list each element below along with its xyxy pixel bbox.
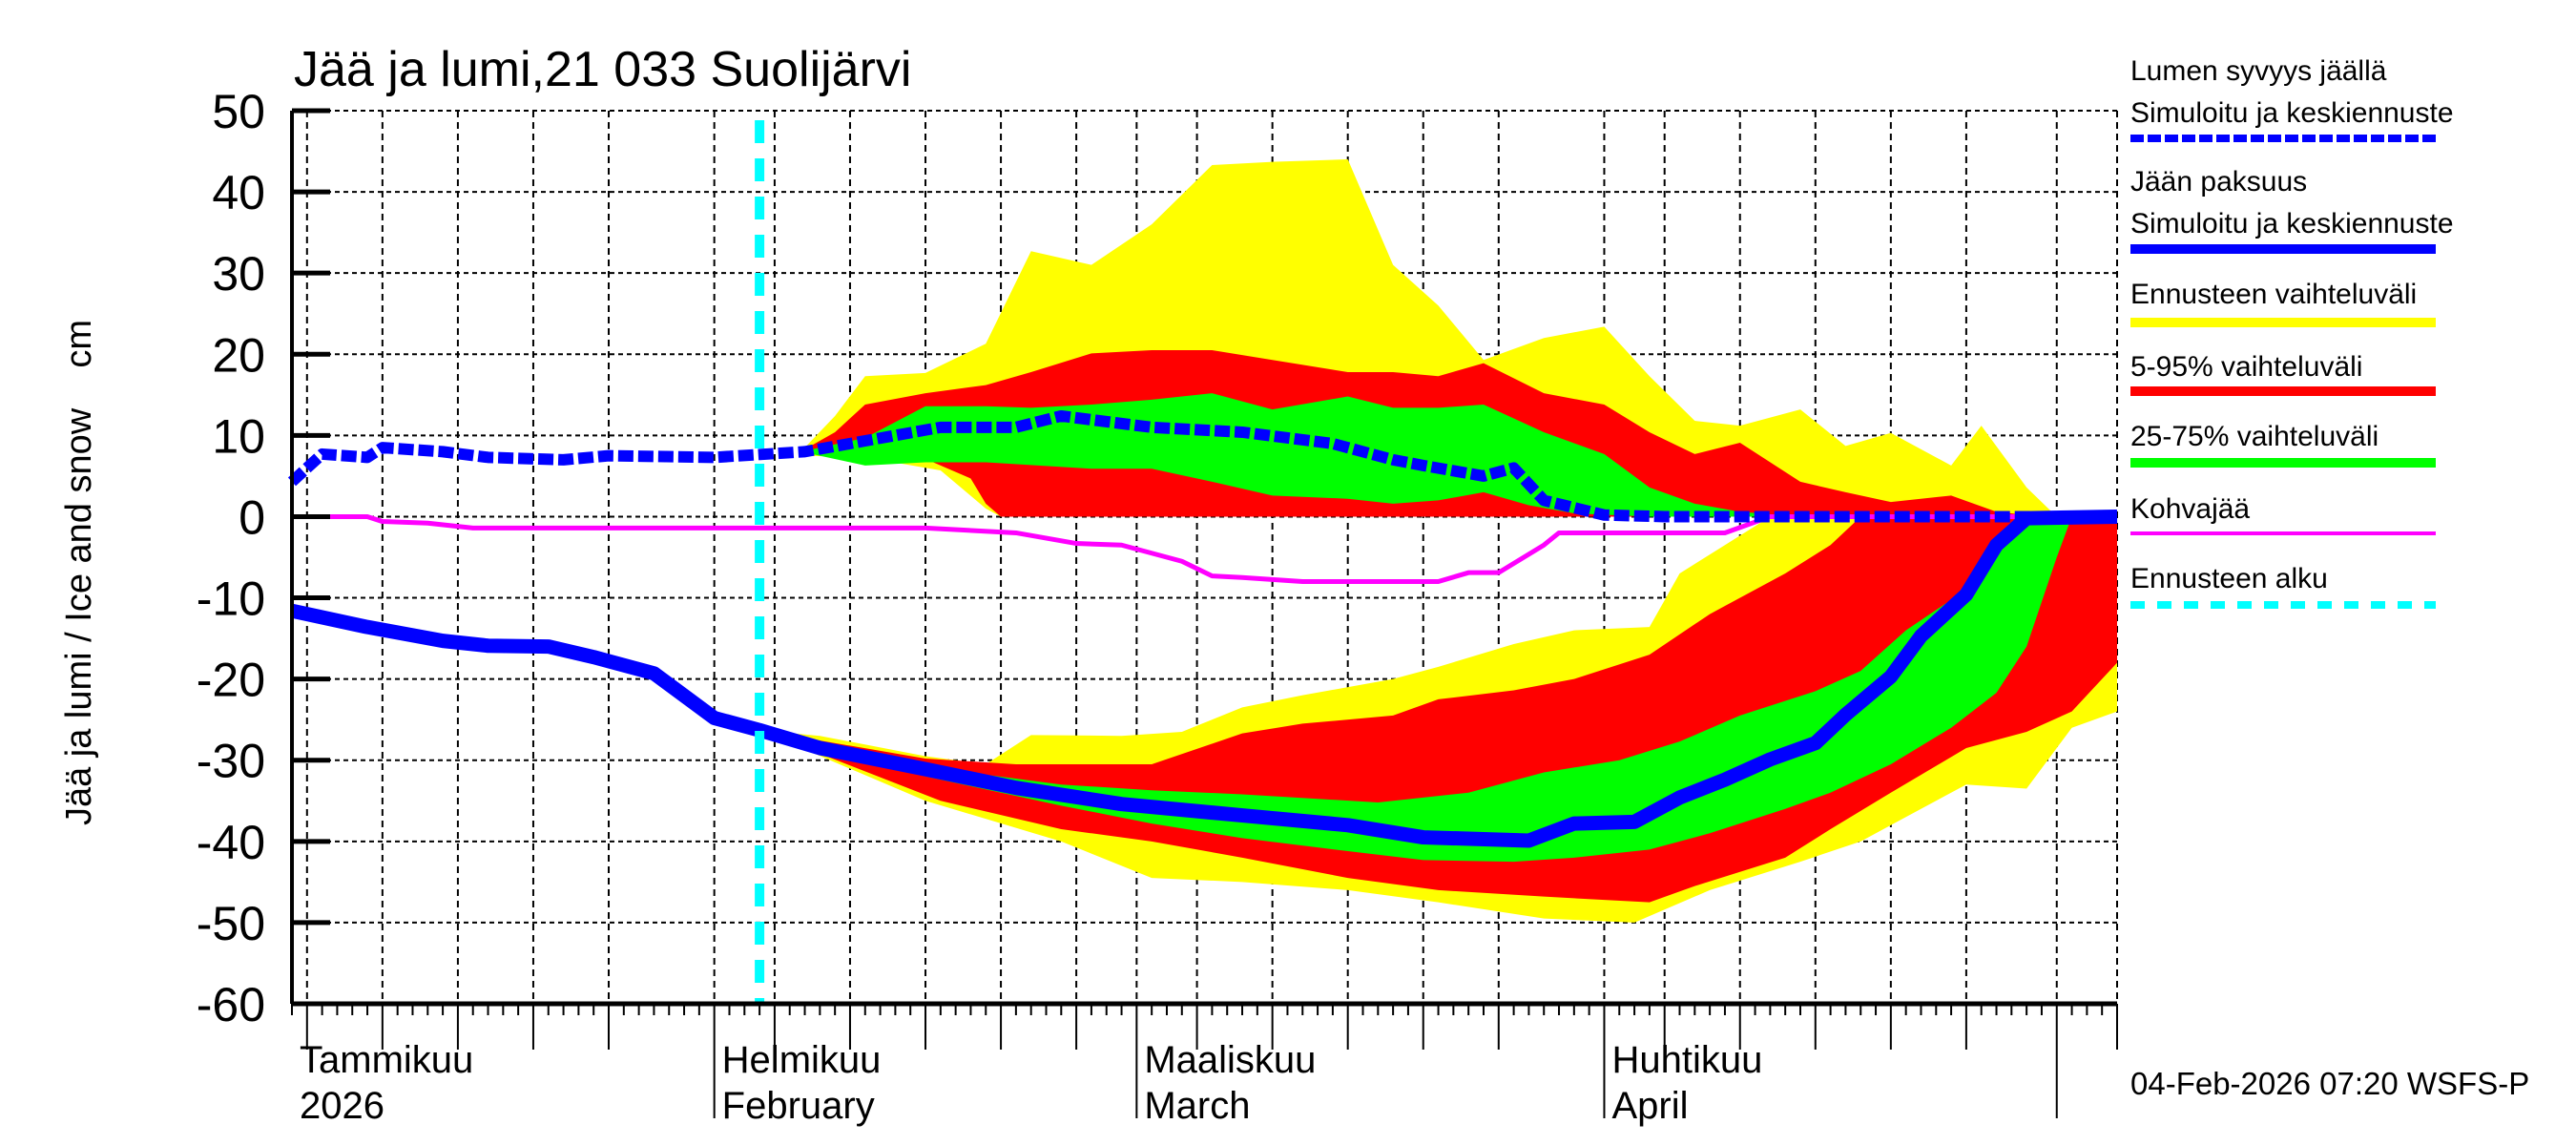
y-tick-label: -60 <box>197 978 265 1031</box>
legend-label-sub: Simuloitu ja keskiennuste <box>2130 208 2454 239</box>
month-label-fi: Tammikuu <box>300 1039 473 1081</box>
timestamp: 04-Feb-2026 07:20 WSFS-P <box>2130 1066 2529 1101</box>
y-tick-label: 10 <box>212 409 265 463</box>
month-label-fi: Maaliskuu <box>1144 1039 1316 1081</box>
legend-label: 25-75% vaihteluväli <box>2130 421 2379 452</box>
series-lines <box>287 120 2118 1004</box>
legend-label-sub: Simuloitu ja keskiennuste <box>2130 97 2454 129</box>
axes: 50 40 30 20 10 0 -10 -20 -30 -40 -50 -60 Tammikuu202… <box>197 85 2118 1127</box>
y-tick-label: -30 <box>197 735 265 788</box>
y-tick-label: -20 <box>197 654 265 707</box>
legend-label: Jään paksuus <box>2130 166 2307 198</box>
series-j-n-paksuus <box>290 509 2118 848</box>
y-tick-label: -10 <box>197 572 265 626</box>
band-snow-2 <box>804 393 2118 517</box>
y-tick-label: 20 <box>212 328 265 382</box>
legend: Lumen syvyys jäällä Simuloitu ja keskienn… <box>2130 55 2454 609</box>
month-label-fi: Huhtikuu <box>1611 1039 1762 1081</box>
series-lumen-syvyys-j-ll- <box>287 409 2117 523</box>
y-tick-label: -40 <box>197 816 265 869</box>
band-ice-5 <box>759 516 2117 863</box>
month-label-en: April <box>1611 1085 1688 1127</box>
chart-title: Jää ja lumi,21 033 Suolijärvi <box>294 42 911 97</box>
month-label-fi: Helmikuu <box>722 1039 882 1081</box>
month-label-en: February <box>722 1085 875 1127</box>
bands <box>759 159 2118 923</box>
month-label-en: 2026 <box>300 1085 384 1127</box>
legend-label: Kohvajää <box>2130 493 2250 525</box>
y-axis-label: Jää ja lumi / Ice and snow cm <box>59 320 99 825</box>
legend-label: Lumen syvyys jäällä <box>2130 55 2387 87</box>
y-tick-label: 0 <box>239 490 265 544</box>
legend-label: Ennusteen vaihteluväli <box>2130 279 2417 310</box>
month-label-en: March <box>1144 1085 1250 1127</box>
y-tick-label: -50 <box>197 897 265 950</box>
y-tick-label: 40 <box>212 166 265 219</box>
y-tick-label: 50 <box>212 85 265 138</box>
series-kohvaj- <box>292 513 2117 585</box>
legend-label: 5-95% vaihteluväli <box>2130 351 2362 383</box>
y-tick-label: 30 <box>212 247 265 301</box>
legend-label: Ennusteen alku <box>2130 563 2328 594</box>
